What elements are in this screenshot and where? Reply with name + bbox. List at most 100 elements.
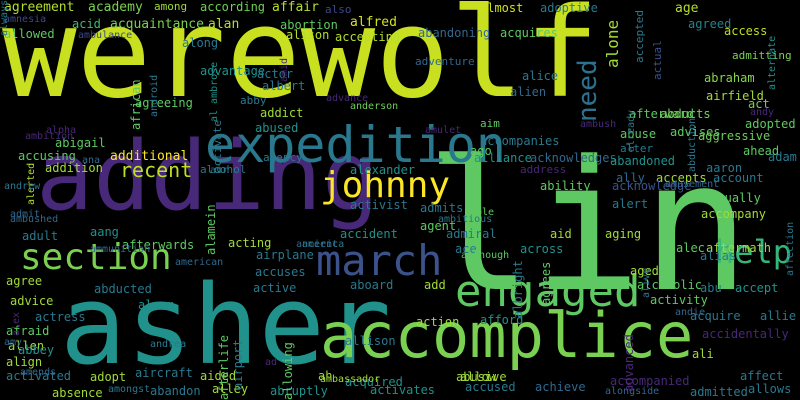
- word-achieve: achieve: [535, 380, 586, 394]
- word-aggressive: aggressive: [698, 129, 771, 143]
- word-align: align: [6, 355, 43, 369]
- word-abandon: abandon: [150, 384, 201, 398]
- word-alice: alice: [522, 69, 559, 83]
- word-anderson: anderson: [350, 101, 399, 112]
- word-age: age: [675, 1, 699, 16]
- word-afterlife: afterlife: [217, 334, 231, 400]
- word-affection: affection: [785, 221, 796, 276]
- word-andie: andie: [675, 307, 706, 318]
- word-adult: adult: [22, 229, 59, 243]
- word-agreeing: agreeing: [135, 96, 193, 110]
- word-accidentally: accidentally: [702, 327, 789, 341]
- word-advanced: advanced: [622, 333, 636, 392]
- word-access: access: [724, 24, 768, 38]
- word-ana: ana: [82, 155, 101, 166]
- word-alex: alex: [11, 311, 22, 336]
- word-allen: allen: [8, 339, 45, 353]
- word-adoptive: adoptive: [540, 1, 598, 15]
- word-albright: albright: [511, 259, 525, 318]
- word-abby: abby: [240, 94, 267, 107]
- word-ambulance: ambulance: [78, 30, 133, 41]
- word-admitting: admitting: [732, 49, 792, 62]
- word-alarm: alarm: [138, 298, 175, 312]
- word-aang: aang: [90, 225, 119, 239]
- word-ali: ali: [692, 347, 714, 361]
- word-ahead: ahead: [743, 144, 780, 158]
- word-acquaintance: acquaintance: [110, 17, 204, 32]
- word-abigail: abigail: [55, 136, 106, 150]
- word-almost: almost: [480, 1, 524, 15]
- word-werewolf: werewolf: [2, 0, 600, 126]
- word-aid: aid: [550, 227, 572, 241]
- word-abused: abused: [255, 121, 299, 135]
- word-allows: allows: [748, 382, 792, 396]
- word-adam: adam: [768, 150, 797, 164]
- word-adventure: adventure: [415, 55, 475, 68]
- word-according: according: [200, 0, 266, 14]
- word-accompany: accompany: [701, 207, 767, 221]
- word-american: american: [175, 257, 224, 268]
- word-accompanies: accompanies: [480, 134, 560, 148]
- word-addition: addition: [45, 161, 103, 175]
- word-afterwards: afterwards: [122, 238, 195, 252]
- word-actor: actor: [257, 67, 294, 81]
- word-agreed: agreed: [688, 17, 732, 31]
- word-aircraft: aircraft: [135, 366, 193, 380]
- word-acknowledges: acknowledges: [530, 151, 617, 165]
- word-abandoning: abandoning: [418, 26, 491, 40]
- word-address: address: [520, 163, 567, 176]
- word-alive: alive: [641, 267, 652, 298]
- word-amends: amends: [20, 367, 57, 378]
- word-advises: advises: [670, 125, 721, 139]
- word-abortion: abortion: [280, 18, 338, 32]
- word-abandoned: abandoned: [610, 154, 676, 168]
- word-acid: acid: [72, 17, 101, 31]
- word-america: america: [302, 239, 345, 250]
- word-ally: ally: [616, 171, 645, 185]
- word-afford: afford: [480, 313, 524, 327]
- word-advance: advance: [326, 93, 369, 104]
- word-ambassador: ambassador: [320, 374, 381, 385]
- word-act: act: [748, 97, 770, 111]
- word-alliance: alliance: [474, 151, 532, 165]
- word-action: action: [416, 315, 460, 329]
- word-activated: activated: [6, 369, 72, 383]
- word-alison: alison: [286, 28, 330, 42]
- word-help: help: [715, 233, 793, 271]
- word-amulet: amulet: [425, 125, 462, 136]
- word-ability: ability: [540, 179, 591, 193]
- word-acquire: acquire: [690, 309, 741, 323]
- word-ace: ace: [455, 242, 477, 256]
- word-allowed: allowed: [4, 27, 55, 41]
- word-abruptly: abruptly: [270, 384, 328, 398]
- word-ambushed: ambushed: [10, 214, 59, 225]
- word-amid: amid: [279, 57, 290, 82]
- word-expedition: expedition: [205, 116, 507, 174]
- word-section: section: [20, 237, 172, 278]
- word-admits: admits: [420, 201, 464, 215]
- word-acknowledge: acknowledge: [612, 179, 692, 193]
- word-acting: acting: [228, 236, 272, 250]
- word-airfield: airfield: [706, 89, 764, 103]
- word-amongst: amongst: [108, 384, 151, 395]
- word-ambush: ambush: [580, 119, 617, 130]
- word-admitted: admitted: [690, 385, 748, 399]
- word-activist: activist: [350, 198, 408, 212]
- word-alternate: alternate: [767, 35, 778, 90]
- word-acquires: acquires: [500, 26, 558, 40]
- word-airport: airport: [231, 339, 245, 391]
- word-alcoholic: alcoholic: [637, 278, 703, 292]
- word-agent: agent: [420, 219, 457, 233]
- word-ad: ad: [265, 357, 278, 368]
- word-ambitious: ambitious: [438, 214, 493, 225]
- word-aided: aided: [200, 369, 237, 383]
- word-additional: additional: [110, 149, 189, 164]
- word-accuses: accuses: [255, 265, 306, 279]
- word-absence: absence: [52, 386, 103, 400]
- word-android: android: [149, 74, 160, 117]
- word-ambition: ambition: [25, 131, 74, 142]
- word-aging: aging: [605, 227, 642, 241]
- word-affair: affair: [272, 0, 319, 15]
- word-accepting: accepting: [335, 30, 401, 44]
